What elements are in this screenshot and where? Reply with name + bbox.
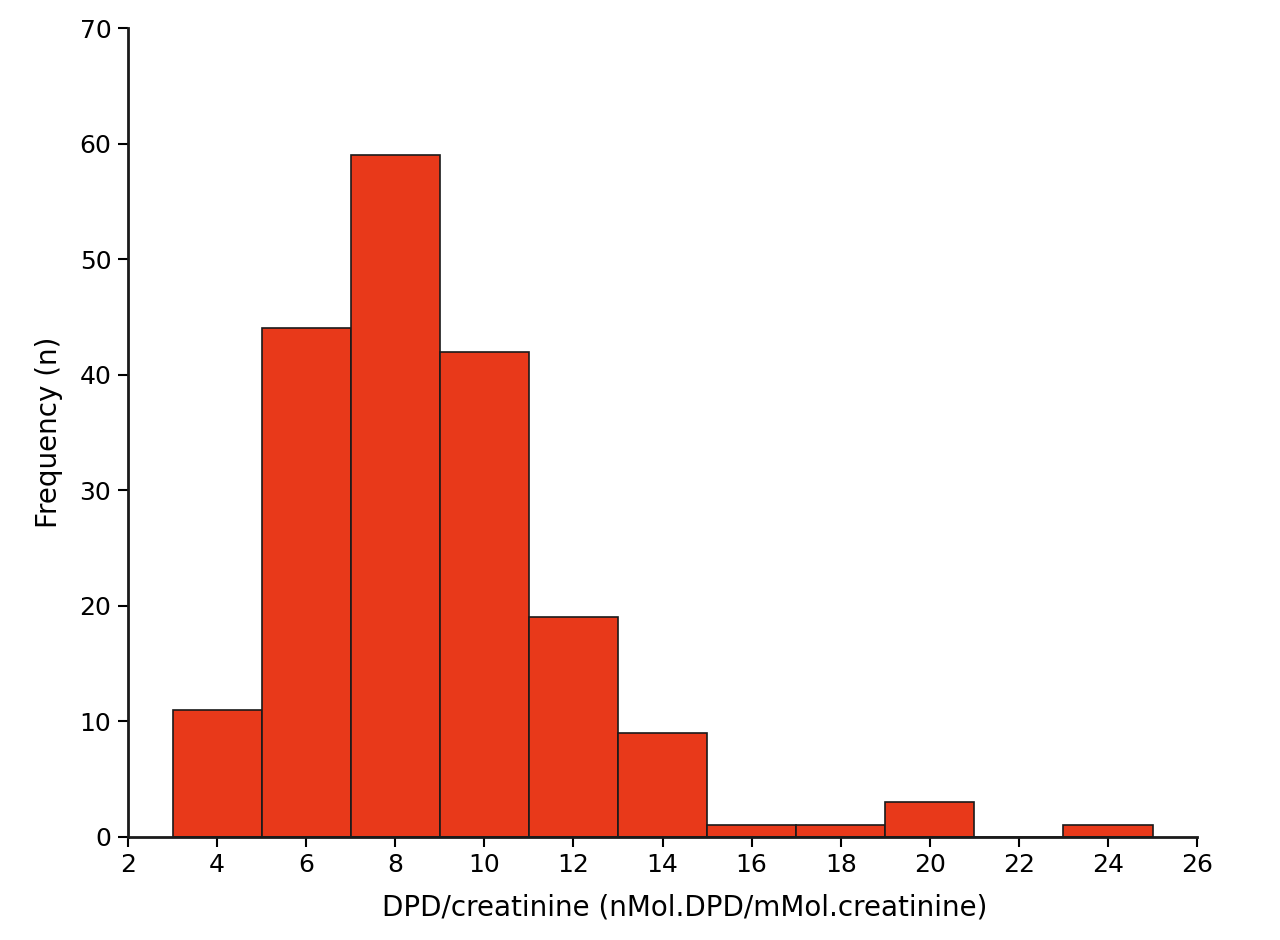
Bar: [707, 825, 796, 837]
Bar: [886, 802, 974, 837]
Bar: [261, 328, 351, 837]
Bar: [351, 155, 440, 837]
Bar: [796, 825, 886, 837]
X-axis label: DPD/creatinine (nMol.DPD/mMol.creatinine): DPD/creatinine (nMol.DPD/mMol.creatinine…: [383, 894, 987, 922]
Y-axis label: Frequency (n): Frequency (n): [35, 337, 63, 528]
Bar: [440, 352, 529, 837]
Bar: [618, 732, 707, 837]
Bar: [1064, 825, 1152, 837]
Bar: [529, 618, 618, 837]
Bar: [173, 710, 261, 837]
